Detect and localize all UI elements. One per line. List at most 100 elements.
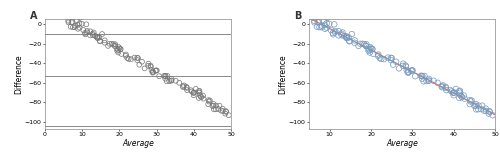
Point <box>480 109 488 112</box>
Point <box>314 21 322 24</box>
Point <box>108 43 116 45</box>
Point <box>368 48 376 50</box>
Point <box>176 81 184 84</box>
Point <box>219 110 227 112</box>
Point <box>330 23 338 26</box>
Point <box>466 103 473 105</box>
X-axis label: Average: Average <box>386 139 418 148</box>
Point <box>404 71 411 74</box>
Point <box>146 64 154 67</box>
Point <box>182 86 190 88</box>
Point <box>210 104 218 107</box>
Point <box>318 24 326 27</box>
Point <box>376 57 384 59</box>
Point <box>420 75 428 77</box>
Point <box>86 30 94 33</box>
Point <box>93 36 101 39</box>
Point <box>326 23 334 25</box>
Point <box>370 53 378 55</box>
Point <box>387 59 395 61</box>
Point <box>438 85 446 87</box>
Point <box>338 31 346 34</box>
Point <box>190 94 198 97</box>
Point <box>208 105 216 107</box>
Point <box>364 48 372 50</box>
Point <box>389 63 397 66</box>
Y-axis label: Difference: Difference <box>14 54 24 94</box>
Point <box>168 79 175 82</box>
Point <box>162 77 170 80</box>
Point <box>134 57 142 59</box>
Point <box>155 75 163 77</box>
Point <box>358 43 366 45</box>
Point <box>331 31 339 34</box>
Point <box>153 69 161 72</box>
Point <box>477 108 485 110</box>
Point <box>144 65 152 67</box>
Point <box>190 91 198 94</box>
Point <box>199 94 207 97</box>
Point <box>168 78 175 80</box>
Point <box>210 103 218 105</box>
Point <box>216 104 224 107</box>
Point <box>402 64 409 67</box>
Point <box>91 35 99 37</box>
Point <box>316 26 324 28</box>
Point <box>310 21 318 24</box>
Point <box>172 80 179 82</box>
Point <box>197 95 205 98</box>
Point <box>94 35 102 38</box>
Point <box>70 26 78 28</box>
Point <box>136 63 143 66</box>
Point <box>420 80 428 83</box>
Point <box>450 91 458 94</box>
Point <box>343 37 351 39</box>
Point <box>466 99 474 101</box>
Point <box>364 49 372 52</box>
Point <box>82 23 90 26</box>
Point <box>113 48 121 50</box>
Point <box>90 31 98 34</box>
Point <box>395 67 403 70</box>
Point <box>474 108 482 111</box>
Point <box>76 22 84 25</box>
Point <box>179 86 187 89</box>
Point <box>424 79 432 82</box>
Point <box>456 94 464 96</box>
Point <box>482 110 490 112</box>
Point <box>114 49 122 51</box>
Point <box>116 47 124 50</box>
Point <box>374 53 382 56</box>
Point <box>320 24 328 26</box>
Point <box>187 89 195 91</box>
Point <box>74 28 82 30</box>
Point <box>96 39 104 42</box>
Point <box>130 56 138 59</box>
Point <box>458 96 466 99</box>
Point <box>313 25 321 28</box>
Point <box>340 35 348 37</box>
Point <box>196 94 203 96</box>
Point <box>448 90 456 93</box>
Point <box>470 105 478 107</box>
Point <box>204 103 212 105</box>
Point <box>460 94 468 97</box>
Point <box>190 92 198 94</box>
Point <box>474 104 482 107</box>
Point <box>162 75 170 78</box>
Point <box>362 44 370 47</box>
Point <box>392 60 400 63</box>
Point <box>456 97 464 99</box>
Point <box>362 45 370 47</box>
Point <box>222 112 230 115</box>
Point <box>417 75 425 77</box>
Point <box>418 75 426 78</box>
Point <box>152 70 160 72</box>
Point <box>89 33 97 35</box>
Point <box>466 100 474 103</box>
Point <box>66 25 74 28</box>
Point <box>456 91 464 94</box>
Point <box>82 33 90 36</box>
Point <box>124 58 132 60</box>
Point <box>162 80 170 83</box>
